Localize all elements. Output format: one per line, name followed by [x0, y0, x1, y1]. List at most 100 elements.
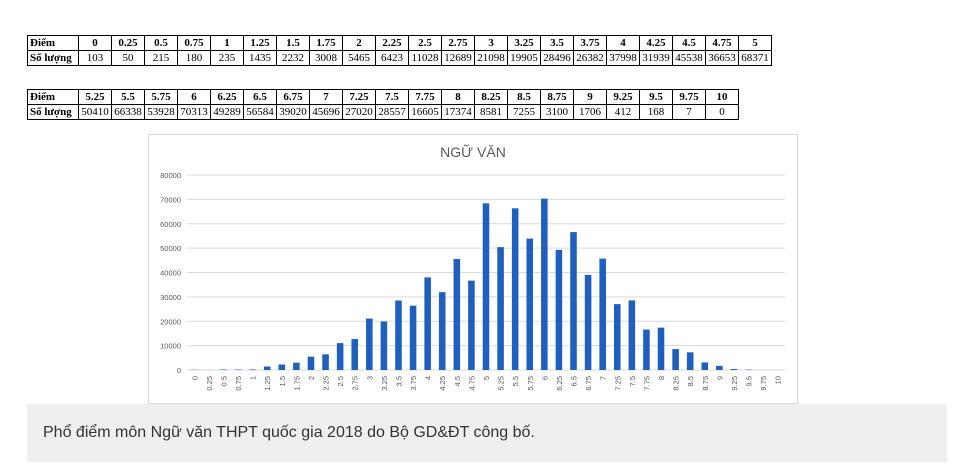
score-header-label: Điểm: [27, 35, 79, 51]
bar: [526, 238, 534, 370]
bar: [249, 369, 256, 370]
score-cell: 9: [573, 89, 607, 105]
count-row-label: Số lượng: [27, 50, 79, 66]
count-cell: 28496: [540, 50, 574, 66]
bar: [307, 356, 315, 370]
score-cell: 0.5: [144, 35, 178, 51]
bar: [716, 365, 723, 370]
score-cell: 8.25: [474, 89, 508, 105]
bar: [322, 354, 329, 370]
x-tick-label: 3.5: [394, 376, 403, 386]
x-tick-label: 9.25: [730, 376, 739, 391]
count-cell: 7: [672, 104, 706, 120]
score-cell: 9.75: [672, 89, 706, 105]
score-table-1: Điểm 0 0.25 0.5 0.75 1 1.25 1.5 1.75 2 2.25 2.5 2.7…: [27, 35, 772, 66]
y-tick-label: 50000: [160, 244, 181, 253]
count-cell: 3100: [540, 104, 574, 120]
count-row-label: Số lượng: [27, 104, 79, 120]
bar: [672, 349, 679, 370]
count-cell: 11028: [408, 50, 442, 66]
x-tick-label: 4.5: [453, 376, 462, 386]
y-tick-label: 70000: [160, 195, 181, 204]
score-cell: 2.5: [408, 35, 442, 51]
count-cell: 56584: [243, 104, 277, 120]
count-cell: 19905: [507, 50, 541, 66]
score-header-row: Điểm 0 0.25 0.5 0.75 1 1.25 1.5 1.75 2 2.25 2.5 2.7…: [27, 35, 772, 51]
caption-text: Phổ điểm môn Ngữ văn THPT quốc gia 2018 …: [43, 424, 535, 441]
score-cell: 3: [474, 35, 508, 51]
x-tick-label: 0.25: [205, 376, 214, 391]
score-table-2: Điểm 5.25 5.5 5.75 6 6.25 6.5 6.75 7 7.25 7.5 7.75…: [27, 89, 739, 120]
count-cell: 103: [78, 50, 112, 66]
count-cell: 28557: [375, 104, 409, 120]
score-cell: 3.75: [573, 35, 607, 51]
score-cell: 6: [177, 89, 211, 105]
x-tick-label: 7.5: [628, 376, 637, 386]
x-tick-label: 6.5: [570, 376, 579, 386]
x-tick-label: 1.75: [292, 376, 301, 391]
count-cell: 26382: [573, 50, 607, 66]
score-cell: 8.75: [540, 89, 574, 105]
count-cell: 66338: [111, 104, 145, 120]
x-tick-label: 2.5: [336, 376, 345, 386]
score-cell: 0.75: [177, 35, 211, 51]
score-cell: 7.5: [375, 89, 409, 105]
count-cell: 412: [606, 104, 640, 120]
x-tick-label: 1: [249, 376, 258, 380]
count-cell: 39020: [276, 104, 310, 120]
caption-box: Phổ điểm môn Ngữ văn THPT quốc gia 2018 …: [27, 404, 947, 462]
count-cell: 45696: [309, 104, 343, 120]
count-row: Số lượng 50410 66338 53928 70313 49289 56584 3…: [27, 104, 739, 120]
x-tick-label: 7: [599, 376, 608, 380]
count-cell: 180: [177, 50, 211, 66]
score-cell: 1.75: [309, 35, 343, 51]
score-cell: 1: [210, 35, 244, 51]
bar: [555, 249, 563, 370]
x-tick-label: 6: [540, 376, 549, 380]
score-cell: 4.5: [672, 35, 706, 51]
score-cell: 8: [441, 89, 475, 105]
count-cell: 5465: [342, 50, 376, 66]
count-cell: 3008: [309, 50, 343, 66]
score-cell: 4: [606, 35, 640, 51]
bar: [366, 318, 373, 370]
y-tick-label: 40000: [160, 269, 181, 278]
bar: [424, 277, 431, 370]
bar: [657, 327, 665, 370]
x-tick-label: 5: [482, 376, 491, 380]
bar: [497, 247, 504, 370]
score-cell: 2.25: [375, 35, 409, 51]
count-cell: 50: [111, 50, 145, 66]
count-cell: 168: [639, 104, 673, 120]
score-cell: 8.5: [507, 89, 541, 105]
x-tick-label: 5.25: [497, 376, 506, 391]
x-tick-label: 1.5: [278, 376, 287, 386]
count-cell: 37998: [606, 50, 640, 66]
x-tick-label: 8: [657, 376, 666, 380]
x-tick-label: 3: [365, 376, 374, 380]
x-tick-label: 2.25: [322, 376, 331, 391]
count-cell: 2232: [276, 50, 310, 66]
bar: [584, 274, 592, 370]
count-cell: 45538: [672, 50, 706, 66]
count-cell: 1706: [573, 104, 607, 120]
count-cell: 6423: [375, 50, 409, 66]
x-tick-label: 9.5: [745, 376, 754, 386]
x-tick-label: 1.25: [263, 376, 272, 391]
score-cell: 4.25: [639, 35, 673, 51]
x-tick-label: 6.25: [555, 376, 564, 391]
bar: [278, 364, 286, 370]
score-distribution-chart: NGỮ VĂN 0 10000 20000 30000 40000 50000 60000 7…: [148, 134, 798, 404]
x-tick-label: 0.5: [219, 376, 228, 386]
x-tick-label: 3.75: [409, 376, 418, 391]
bar: [643, 329, 650, 370]
y-tick-label: 0: [177, 366, 181, 375]
score-cell: 9.25: [606, 89, 640, 105]
score-cell: 2: [342, 35, 376, 51]
x-tick-label: 2: [307, 376, 316, 380]
count-row: Số lượng 103 50 215 180 235 1435 2232 3008 5465 6…: [27, 50, 772, 66]
score-cell: 6.5: [243, 89, 277, 105]
bar: [380, 321, 388, 370]
bar: [628, 300, 636, 370]
x-tick-label: 7.75: [642, 376, 651, 391]
